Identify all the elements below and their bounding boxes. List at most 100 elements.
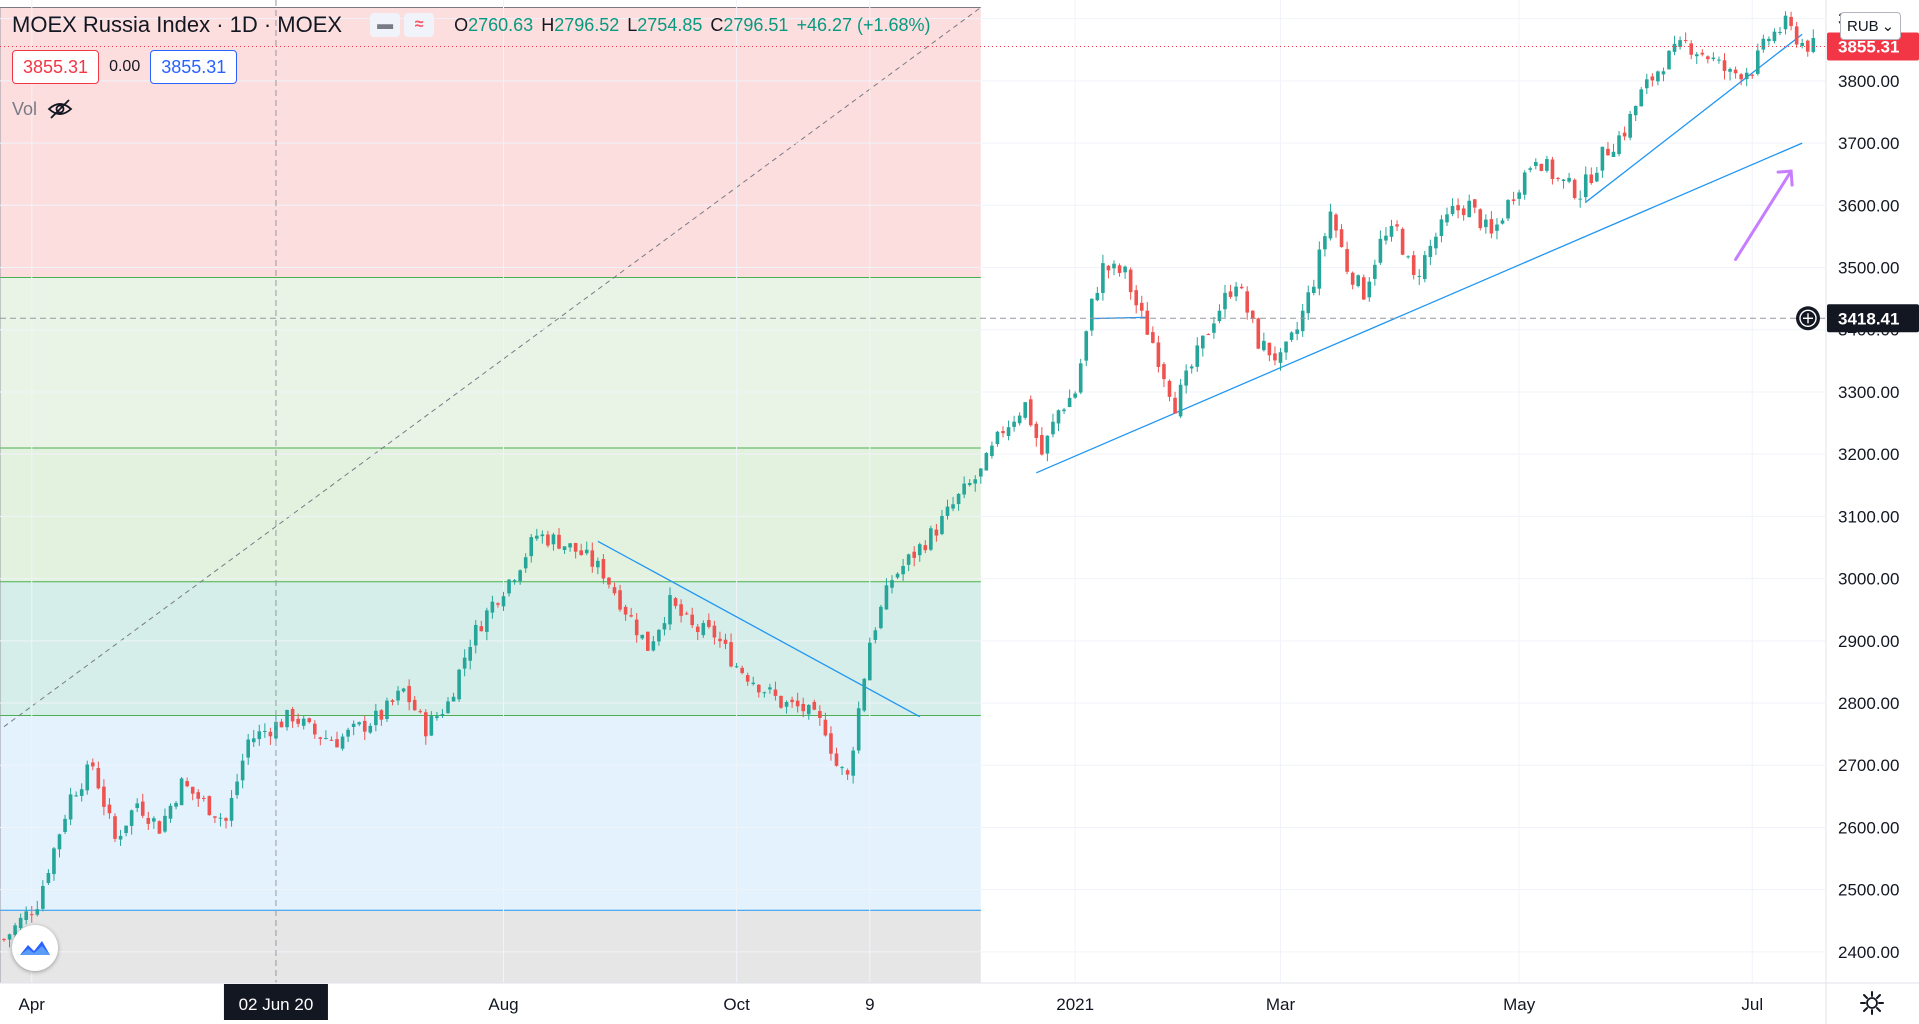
candle-body <box>851 750 855 776</box>
candle-body <box>1040 435 1044 455</box>
candle-body <box>152 818 156 822</box>
candle-body <box>951 504 955 509</box>
trendline[interactable] <box>597 540 921 718</box>
candle-body <box>823 719 828 736</box>
candle-body <box>901 565 905 575</box>
candle-body <box>1134 290 1138 306</box>
fib-retracement-zones[interactable] <box>0 6 982 983</box>
candle-body <box>85 764 90 791</box>
settings-gear-icon[interactable] <box>1857 988 1887 1018</box>
candle-body <box>640 634 645 639</box>
candle-body <box>1811 38 1816 52</box>
ohlc-high: H2796.52 <box>541 14 620 35</box>
fib-zone[interactable] <box>0 277 981 448</box>
fib-trend-line[interactable] <box>3 7 982 728</box>
minus-icon[interactable]: ▬ <box>370 13 401 37</box>
last-price-tag[interactable]: 3855.31 <box>1838 37 1899 56</box>
candle-body <box>313 723 317 735</box>
candle-body <box>1350 272 1355 285</box>
candle-body <box>57 834 62 850</box>
fib-zone[interactable] <box>0 447 981 582</box>
fib-zone[interactable] <box>0 7 981 278</box>
candle-body <box>1489 219 1494 234</box>
candle-body <box>873 630 878 640</box>
candle-body <box>984 453 989 471</box>
candle-body <box>501 596 506 607</box>
candle-body <box>1312 286 1316 293</box>
crosshair-price-tag-bg <box>1827 304 1919 333</box>
candle-body <box>1406 256 1410 258</box>
candlestick-series <box>2 11 1816 948</box>
candle-body <box>1667 50 1671 70</box>
time-axis[interactable]: Apr Aug Oct 9 2021 Mar May Jul 02 Jun 20 <box>0 982 1919 1020</box>
candle-body <box>1767 38 1771 42</box>
hidden-eye-icon[interactable] <box>47 98 73 120</box>
candle-body <box>629 615 633 617</box>
candle-body <box>1539 163 1544 171</box>
tradingview-logo[interactable] <box>12 925 58 971</box>
candle-body <box>1295 329 1299 334</box>
candle-body <box>1334 214 1338 231</box>
candle-body <box>895 573 900 578</box>
candle-body <box>712 625 717 638</box>
candle-body <box>657 629 661 642</box>
candle-body <box>1495 224 1499 231</box>
price-tick-label: 3800.00 <box>1838 72 1899 91</box>
candle-body <box>107 804 112 814</box>
candle-body <box>1633 105 1638 116</box>
candle-body <box>1445 214 1449 223</box>
candle-body <box>729 642 733 667</box>
buy-button[interactable]: 3855.31 <box>150 50 238 84</box>
candle-body <box>1617 135 1621 155</box>
candle-body <box>1656 71 1660 82</box>
candle-body <box>135 803 139 808</box>
time-tick-label: May <box>1503 995 1536 1014</box>
candle-body <box>618 590 622 610</box>
chart-drawings[interactable] <box>597 33 1803 718</box>
volume-label[interactable]: Vol <box>12 98 38 119</box>
trendline[interactable] <box>1036 142 1803 474</box>
candle-body <box>2 939 6 941</box>
candle-body <box>535 535 539 539</box>
arrow-drawing[interactable] <box>1734 169 1793 261</box>
candle-body <box>917 544 922 556</box>
candle-body <box>1761 38 1766 50</box>
wave-icon[interactable]: ≈ <box>404 13 435 37</box>
candle-body <box>251 738 256 743</box>
candle-body <box>1683 40 1688 42</box>
candle-body <box>1378 238 1383 263</box>
candle-body <box>1522 172 1527 195</box>
sell-button[interactable]: 3855.31 <box>12 50 100 84</box>
candle-body <box>1106 265 1111 271</box>
candle-body <box>990 445 994 457</box>
candle-body <box>579 550 583 556</box>
candle-body <box>745 675 750 682</box>
candle-body <box>1361 277 1366 300</box>
candle-body <box>91 762 95 767</box>
fib-zone[interactable] <box>0 715 981 911</box>
volume-legend: Vol <box>12 98 73 120</box>
currency-select[interactable]: RUB ⌄ <box>1840 12 1902 40</box>
trendline[interactable] <box>1585 33 1803 203</box>
candle-body <box>379 710 384 720</box>
candle-body <box>740 667 744 673</box>
symbol-title[interactable]: MOEX Russia Index · 1D · MOEX <box>12 12 343 37</box>
logo-icon <box>20 941 50 955</box>
fib-zone[interactable] <box>0 581 981 716</box>
candle-body <box>1583 174 1588 198</box>
price-tick-label: 3000.00 <box>1838 570 1899 589</box>
candle-body <box>1234 286 1238 297</box>
candle-body <box>757 684 761 693</box>
candle-body <box>801 703 805 712</box>
candle-body <box>146 817 151 824</box>
price-axis[interactable]: 3900.003800.003700.003600.003500.003400.… <box>1825 0 1919 1024</box>
candle-body <box>96 768 101 789</box>
candle-body <box>1706 56 1710 60</box>
candle-body <box>1262 340 1266 351</box>
candle-body <box>35 909 40 915</box>
candle-body <box>1589 174 1594 184</box>
candle-body <box>1434 236 1438 249</box>
candle-body <box>962 483 966 495</box>
candle-body <box>124 825 128 834</box>
